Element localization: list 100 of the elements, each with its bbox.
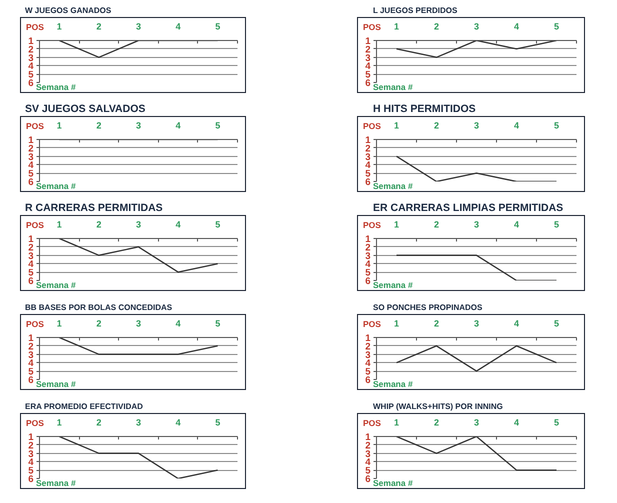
chart-title: H HITS PERMITIDOS bbox=[373, 103, 476, 116]
x-tick-label: 2 bbox=[434, 120, 440, 130]
y-tick-label: 2 bbox=[365, 44, 371, 56]
x-axis-title: Semana # bbox=[373, 280, 413, 290]
y-axis-title: POS bbox=[26, 22, 44, 32]
x-tick-label: 1 bbox=[394, 120, 400, 130]
y-tick-label: 2 bbox=[28, 440, 34, 452]
y-tick-label: 5 bbox=[365, 70, 372, 81]
y-tick-label: 2 bbox=[28, 341, 34, 352]
y-tick-label: 1 bbox=[28, 234, 34, 245]
x-axis-title: Semana # bbox=[36, 181, 76, 191]
y-tick-label: 2 bbox=[365, 341, 371, 352]
y-tick-label: 4 bbox=[28, 259, 34, 270]
chart-title: ER CARRERAS LIMPIAS PERMITIDAS bbox=[373, 202, 564, 215]
y-tick-label: 4 bbox=[365, 61, 372, 72]
y-tick-label: 4 bbox=[365, 358, 372, 370]
y-tick-label: 4 bbox=[365, 457, 372, 468]
y-axis-title: POS bbox=[26, 121, 44, 131]
y-tick-label: 2 bbox=[28, 44, 34, 56]
y-axis-title: POS bbox=[363, 121, 381, 131]
y-tick-label: 6 bbox=[28, 375, 34, 386]
y-tick-label: 6 bbox=[28, 177, 34, 188]
x-tick-label: 4 bbox=[176, 418, 181, 428]
x-tick-label: 3 bbox=[136, 418, 142, 428]
y-axis-title: POS bbox=[26, 220, 44, 230]
y-tick-label: 5 bbox=[28, 466, 34, 477]
y-tick-label: 3 bbox=[28, 448, 34, 460]
y-tick-label: 3 bbox=[28, 350, 34, 361]
y-tick-label: 2 bbox=[365, 440, 371, 452]
x-axis-title: Semana # bbox=[373, 181, 413, 191]
x-axis-title: Semana # bbox=[373, 379, 413, 389]
x-tick-label: 4 bbox=[176, 220, 181, 230]
chart-title: R CARRERAS PERMITIDAS bbox=[25, 202, 163, 215]
chart-title: ERA PROMEDIO EFECTIVIDAD bbox=[25, 401, 143, 413]
y-tick-label: 3 bbox=[365, 52, 371, 64]
x-tick-label: 2 bbox=[434, 220, 440, 230]
x-tick-label: 3 bbox=[474, 22, 480, 32]
x-tick-label: 2 bbox=[96, 220, 102, 230]
x-tick-label: 3 bbox=[136, 22, 142, 32]
x-tick-label: 5 bbox=[215, 120, 220, 130]
chart-title: W JUEGOS GANADOS bbox=[25, 5, 112, 17]
y-tick-label: 3 bbox=[28, 52, 34, 64]
y-tick-label: 5 bbox=[365, 466, 372, 477]
y-axis-title: POS bbox=[363, 319, 381, 329]
y-tick-label: 5 bbox=[28, 366, 34, 378]
y-tick-label: 1 bbox=[365, 36, 372, 47]
x-tick-label: 1 bbox=[394, 220, 400, 230]
y-axis-title: POS bbox=[363, 22, 381, 32]
x-tick-label: 1 bbox=[56, 22, 62, 32]
x-axis-title: Semana # bbox=[36, 280, 76, 290]
y-tick-label: 2 bbox=[28, 242, 34, 254]
y-tick-label: 1 bbox=[365, 135, 372, 146]
x-tick-label: 2 bbox=[96, 318, 102, 328]
x-tick-label: 1 bbox=[394, 418, 400, 428]
x-tick-label: 1 bbox=[394, 22, 400, 32]
y-tick-label: 1 bbox=[365, 234, 372, 245]
x-tick-label: 1 bbox=[56, 220, 62, 230]
x-tick-label: 3 bbox=[136, 318, 142, 328]
y-tick-label: 4 bbox=[28, 358, 34, 370]
y-tick-label: 5 bbox=[28, 268, 34, 279]
x-tick-label: 2 bbox=[96, 418, 102, 428]
x-tick-label: 5 bbox=[215, 318, 220, 328]
y-tick-label: 3 bbox=[365, 448, 371, 460]
x-axis-title: Semana # bbox=[373, 82, 413, 92]
y-axis-title: POS bbox=[363, 418, 381, 428]
y-tick-label: 1 bbox=[28, 135, 34, 146]
y-tick-label: 2 bbox=[28, 143, 34, 154]
x-tick-label: 2 bbox=[96, 120, 102, 130]
y-tick-label: 6 bbox=[28, 474, 34, 485]
y-tick-label: 5 bbox=[28, 168, 34, 180]
y-tick-label: 6 bbox=[365, 276, 371, 287]
y-axis-title: POS bbox=[363, 220, 381, 230]
x-axis-title: Semana # bbox=[36, 82, 76, 92]
x-tick-label: 4 bbox=[176, 120, 181, 130]
y-tick-label: 1 bbox=[365, 333, 372, 344]
x-tick-label: 2 bbox=[434, 418, 440, 428]
x-tick-label: 1 bbox=[56, 120, 62, 130]
x-tick-label: 1 bbox=[56, 418, 62, 428]
x-tick-label: 2 bbox=[96, 22, 102, 32]
x-tick-label: 4 bbox=[176, 318, 181, 328]
y-tick-label: 3 bbox=[28, 152, 34, 163]
y-tick-label: 6 bbox=[365, 177, 371, 188]
x-axis-title: Semana # bbox=[36, 478, 76, 488]
x-tick-label: 3 bbox=[474, 120, 480, 130]
chart-title: BB BASES POR BOLAS CONCEDIDAS bbox=[25, 302, 172, 314]
y-tick-label: 2 bbox=[365, 242, 371, 254]
y-tick-label: 1 bbox=[365, 432, 372, 443]
x-tick-label: 5 bbox=[554, 120, 560, 130]
x-tick-label: 1 bbox=[56, 318, 62, 328]
y-tick-label: 4 bbox=[28, 160, 34, 172]
chart-title: L JUEGOS PERDIDOS bbox=[373, 5, 458, 17]
x-tick-label: 5 bbox=[554, 220, 560, 230]
y-tick-label: 5 bbox=[365, 268, 372, 279]
y-tick-label: 5 bbox=[28, 70, 34, 81]
y-tick-label: 6 bbox=[28, 276, 34, 287]
y-tick-label: 4 bbox=[28, 61, 34, 72]
x-tick-label: 5 bbox=[554, 418, 560, 428]
x-tick-label: 4 bbox=[514, 22, 520, 32]
chart-title: WHIP (WALKS+HITS) POR INNING bbox=[373, 401, 503, 413]
y-tick-label: 4 bbox=[365, 259, 372, 270]
